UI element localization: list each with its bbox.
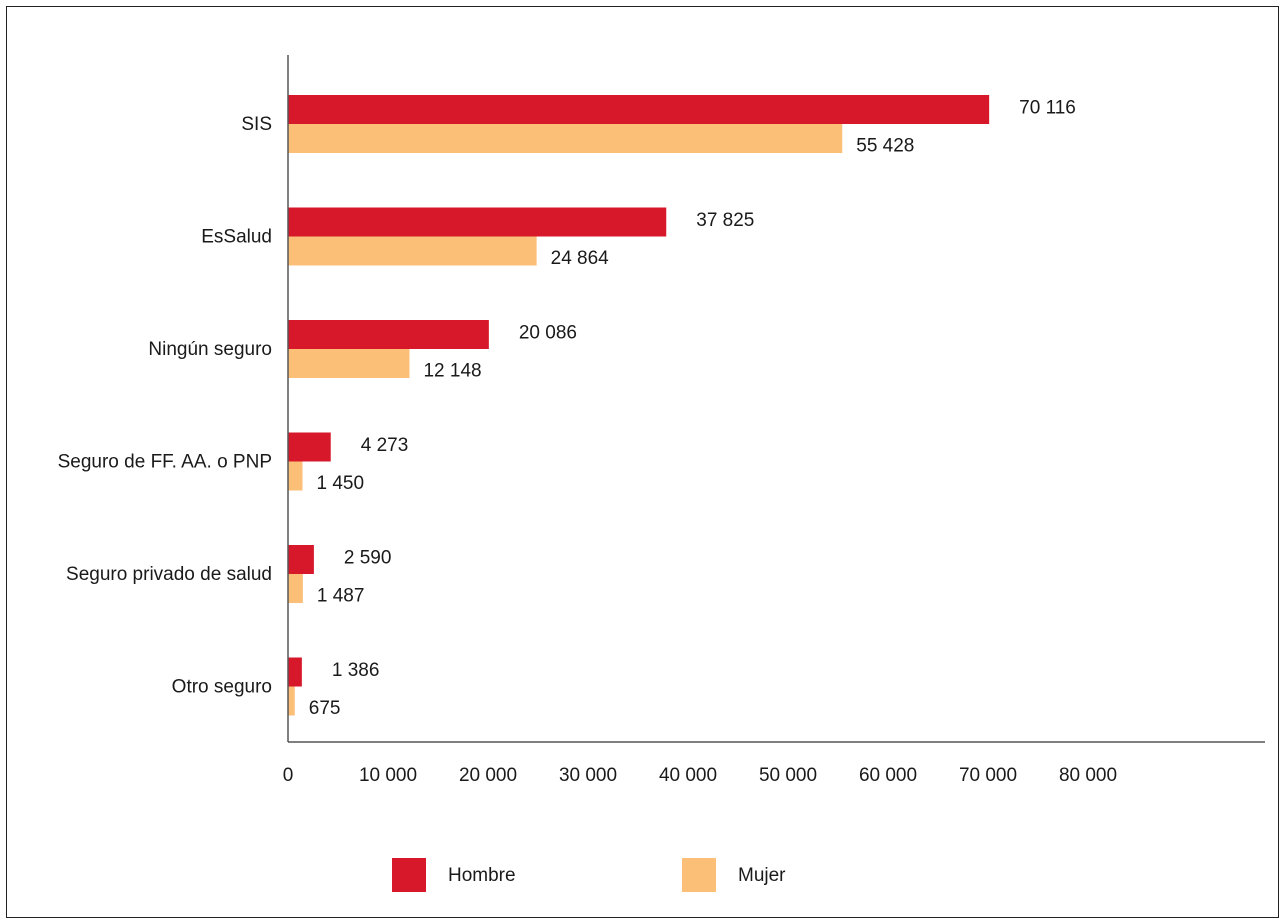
value-label-mujer-ningun-seguro: 12 148 [423,361,481,382]
x-tick-label-80000: 80 000 [1059,765,1117,786]
category-label-essalud: EsSalud [201,227,272,248]
bar-hombre-sis [288,95,990,124]
bar-mujer-sis [288,124,843,153]
x-tick-labels: 0 10 000 20 000 30 000 40 000 50 000 60 000 70 … [283,765,1117,786]
value-label-hombre-seguro-de-ff-aa-o-pnp: 4 273 [361,435,409,456]
legend-swatch-mujer [682,858,716,892]
bar-hombre-seguro-privado-de-salud [288,545,314,574]
value-label-mujer-essalud: 24 864 [551,248,610,269]
bar-mujer-seguro-de-ff-aa-o-pnp [288,461,303,491]
legend-label-hombre: Hombre [448,865,516,886]
bar-mujer-otro-seguro [288,686,295,716]
chart-frame [6,6,1279,918]
x-tick-label-20000: 20 000 [459,765,517,786]
bar-hombre-ningun-seguro [288,320,489,349]
category-label-otro-seguro: Otro seguro [172,677,272,698]
value-label-mujer-seguro-de-ff-aa-o-pnp: 1 450 [317,473,365,494]
category-label-ningun-seguro: Ningún seguro [148,339,272,360]
value-label-hombre-ningun-seguro: 20 086 [519,323,577,344]
legend-swatch-hombre [392,858,426,892]
x-tick-label-10000: 10 000 [359,765,417,786]
category-label-seguro-de-ff-aa-o-pnp: Seguro de FF. AA. o PNP [58,452,272,473]
bar-mujer-seguro-privado-de-salud [288,574,303,603]
x-tick-label-40000: 40 000 [659,765,717,786]
labels-layer: SIS 70 116 55 428 EsSalud 37 825 24 864 Ningún… [58,98,1076,720]
value-label-mujer-otro-seguro: 675 [309,698,341,719]
bar-hombre-seguro-de-ff-aa-o-pnp [288,432,331,462]
x-tick-label-50000: 50 000 [759,765,817,786]
category-label-seguro-privado-de-salud: Seguro privado de salud [66,564,272,585]
value-label-hombre-sis: 70 116 [1019,98,1076,119]
value-label-mujer-sis: 55 428 [856,136,914,157]
value-label-hombre-otro-seguro: 1 386 [332,660,380,681]
x-tick-label-70000: 70 000 [959,765,1017,786]
value-label-mujer-seguro-privado-de-salud: 1 487 [317,586,365,607]
value-label-hombre-seguro-privado-de-salud: 2 590 [344,548,392,569]
category-label-sis: SIS [241,114,272,135]
bar-hombre-otro-seguro [288,657,302,687]
bar-hombre-essalud [288,207,667,237]
x-tick-label-60000: 60 000 [859,765,917,786]
bar-mujer-ningun-seguro [288,349,410,378]
bars-layer [288,95,990,716]
legend: Hombre Mujer [392,858,786,892]
value-label-hombre-essalud: 37 825 [696,210,754,231]
x-tick-label-0: 0 [283,765,294,786]
x-tick-label-30000: 30 000 [559,765,617,786]
legend-label-mujer: Mujer [738,865,786,886]
bar-mujer-essalud [288,236,537,266]
